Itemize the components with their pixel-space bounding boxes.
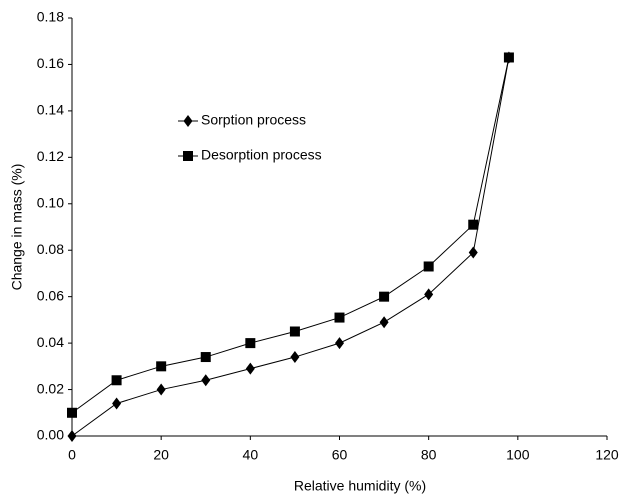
marker <box>200 352 211 363</box>
marker <box>424 288 434 301</box>
marker <box>334 312 345 323</box>
y-tick-label: 0.12 <box>37 148 64 164</box>
x-tick-label: 120 <box>595 447 619 463</box>
marker <box>67 430 77 442</box>
y-axis-label: Change in mass (%) <box>9 164 25 291</box>
x-tick-label: 0 <box>68 447 76 463</box>
marker <box>245 338 256 349</box>
y-tick-label: 0.16 <box>37 55 64 71</box>
legend-label: Sorption process <box>201 112 306 128</box>
y-tick-label: 0.00 <box>37 427 64 443</box>
marker <box>335 337 344 350</box>
y-tick-label: 0.06 <box>37 287 64 303</box>
marker <box>503 52 514 63</box>
y-tick-label: 0.02 <box>37 380 64 396</box>
marker <box>245 362 255 375</box>
x-tick-label: 60 <box>332 447 348 463</box>
y-tick-label: 0.04 <box>37 334 64 350</box>
marker <box>156 383 166 396</box>
x-tick-label: 40 <box>243 447 259 463</box>
y-tick-label: 0.18 <box>37 9 64 25</box>
legend-marker <box>183 151 193 161</box>
marker <box>289 326 300 337</box>
marker <box>67 407 77 418</box>
marker <box>111 375 122 386</box>
marker <box>290 351 300 364</box>
marker <box>468 219 479 230</box>
marker <box>156 361 167 372</box>
x-axis-label: Relative humidity (%) <box>294 478 426 494</box>
marker <box>379 316 389 329</box>
legend-marker <box>183 115 193 127</box>
legend-label: Desorption process <box>201 147 322 163</box>
marker <box>379 291 390 302</box>
x-tick-label: 100 <box>506 447 530 463</box>
y-tick-label: 0.10 <box>37 194 64 210</box>
y-tick-label: 0.14 <box>37 102 64 118</box>
marker <box>423 261 434 272</box>
marker <box>112 397 122 410</box>
x-tick-label: 20 <box>153 447 169 463</box>
marker <box>201 374 211 387</box>
y-tick-label: 0.08 <box>37 241 64 257</box>
x-tick-label: 80 <box>421 447 437 463</box>
marker <box>468 246 478 259</box>
